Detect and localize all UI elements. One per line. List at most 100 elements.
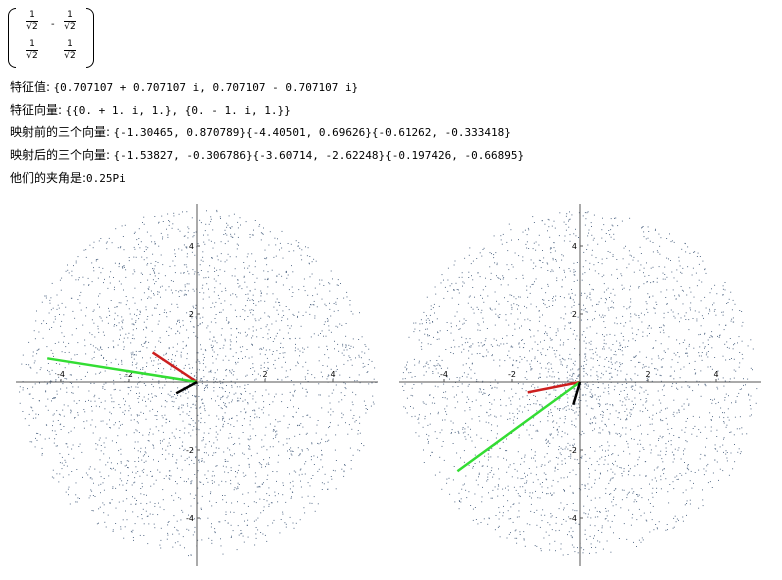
data-point [479, 252, 481, 254]
data-point [529, 524, 531, 526]
data-point [67, 446, 69, 448]
data-point [530, 368, 532, 370]
data-point [594, 469, 596, 471]
data-point [720, 407, 722, 409]
data-point [734, 416, 736, 418]
data-point [311, 374, 313, 376]
data-point [279, 532, 281, 534]
data-point [675, 521, 677, 523]
data-point [620, 332, 622, 334]
data-point [119, 478, 121, 480]
data-point [231, 455, 233, 457]
data-point [515, 298, 517, 300]
data-point [173, 401, 175, 403]
data-point [219, 348, 221, 349]
data-point [154, 350, 156, 352]
data-point [472, 279, 474, 281]
data-point [460, 457, 461, 459]
data-point [472, 287, 474, 288]
data-point [555, 396, 557, 397]
data-point [572, 368, 574, 370]
data-point [446, 413, 448, 415]
data-point [724, 343, 726, 345]
data-point [674, 295, 676, 297]
data-point [573, 373, 575, 375]
data-point [149, 432, 150, 434]
data-point [200, 417, 202, 419]
data-point [418, 435, 420, 437]
data-point [298, 289, 300, 291]
data-point [59, 414, 61, 416]
data-point [202, 298, 204, 300]
data-point [574, 458, 576, 460]
data-point [605, 508, 607, 509]
data-point [671, 240, 673, 242]
data-point [490, 279, 492, 280]
data-point [288, 309, 290, 311]
data-point [185, 264, 187, 266]
data-point [151, 475, 153, 477]
data-point [202, 402, 204, 404]
data-point [553, 242, 555, 243]
data-point [143, 494, 145, 496]
before-vectors-value: {-1.30465, 0.870789}{-4.40501, 0.69626}{… [113, 126, 511, 139]
data-point [441, 274, 443, 276]
data-point [622, 315, 624, 317]
data-point [634, 356, 635, 358]
data-point [252, 326, 254, 328]
data-point [338, 401, 340, 403]
data-point [199, 481, 201, 483]
data-point [50, 297, 52, 299]
data-point [263, 406, 265, 408]
data-point [36, 439, 38, 441]
data-point [75, 262, 77, 264]
data-point [545, 331, 547, 333]
data-point [643, 512, 645, 514]
data-point [188, 529, 190, 531]
data-point [482, 486, 483, 488]
data-point [326, 318, 328, 319]
data-point [613, 302, 614, 304]
data-point [507, 510, 509, 512]
data-point [299, 355, 300, 357]
denominator: √2 [64, 22, 76, 32]
data-point [173, 215, 175, 217]
data-point [288, 289, 290, 291]
data-point [574, 360, 576, 362]
data-point [96, 523, 98, 525]
data-point [665, 417, 667, 419]
data-point [155, 395, 157, 397]
data-point [522, 478, 524, 479]
data-point [571, 424, 573, 426]
data-point [578, 368, 580, 370]
data-point [212, 247, 214, 249]
data-point [654, 229, 656, 231]
data-point [300, 480, 301, 482]
data-point [584, 308, 586, 310]
data-point [592, 384, 594, 385]
data-point [736, 428, 738, 430]
data-point [84, 375, 86, 377]
data-point [256, 486, 258, 488]
data-point [444, 397, 446, 399]
data-point [234, 275, 236, 277]
data-point [479, 389, 481, 391]
data-point [249, 234, 251, 235]
data-point [682, 492, 684, 494]
data-point [98, 439, 100, 441]
data-point [748, 393, 750, 395]
data-point [688, 469, 690, 471]
data-point [511, 239, 512, 241]
data-point [161, 454, 163, 455]
data-point [92, 495, 94, 496]
data-point [660, 488, 662, 490]
data-point [50, 380, 51, 382]
data-point [512, 419, 514, 421]
data-point [165, 418, 167, 420]
data-point [298, 455, 300, 457]
data-point [573, 305, 575, 306]
data-point [559, 267, 560, 269]
data-point [429, 423, 431, 425]
data-point [255, 329, 257, 331]
data-point [255, 537, 257, 539]
